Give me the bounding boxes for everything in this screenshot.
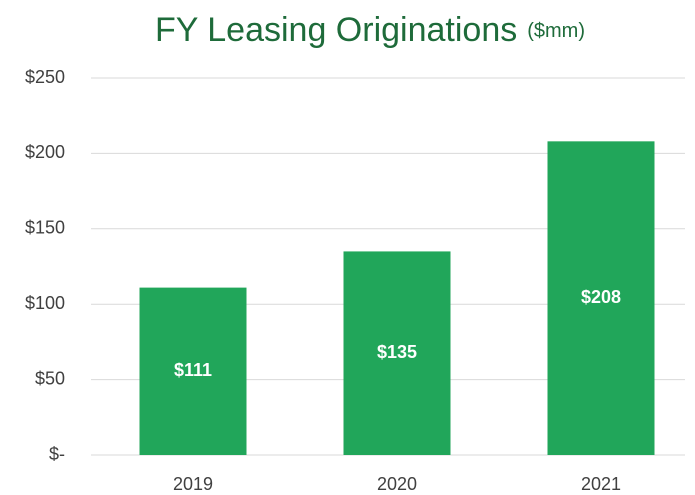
x-tick-label: 2021: [581, 474, 621, 494]
y-tick-label: $150: [25, 218, 65, 238]
x-tick-label: 2020: [377, 474, 417, 494]
bar: [343, 251, 451, 455]
y-tick-label: $200: [25, 142, 65, 162]
chart-subtitle: ($mm): [527, 20, 585, 42]
value-label: $135: [377, 342, 417, 362]
value-label: $111: [174, 360, 212, 380]
bar: [547, 141, 655, 455]
y-tick-label: $-: [49, 444, 65, 464]
value-label: $208: [581, 287, 621, 307]
y-tick-label: $250: [25, 67, 65, 87]
bar: [139, 287, 247, 455]
y-tick-label: $50: [35, 368, 65, 388]
y-tick-label: $100: [25, 293, 65, 313]
chart-title-group: FY Leasing Originations ($mm): [155, 11, 585, 49]
x-tick-label: 2019: [173, 474, 213, 494]
chart-title: FY Leasing Originations: [155, 11, 517, 49]
